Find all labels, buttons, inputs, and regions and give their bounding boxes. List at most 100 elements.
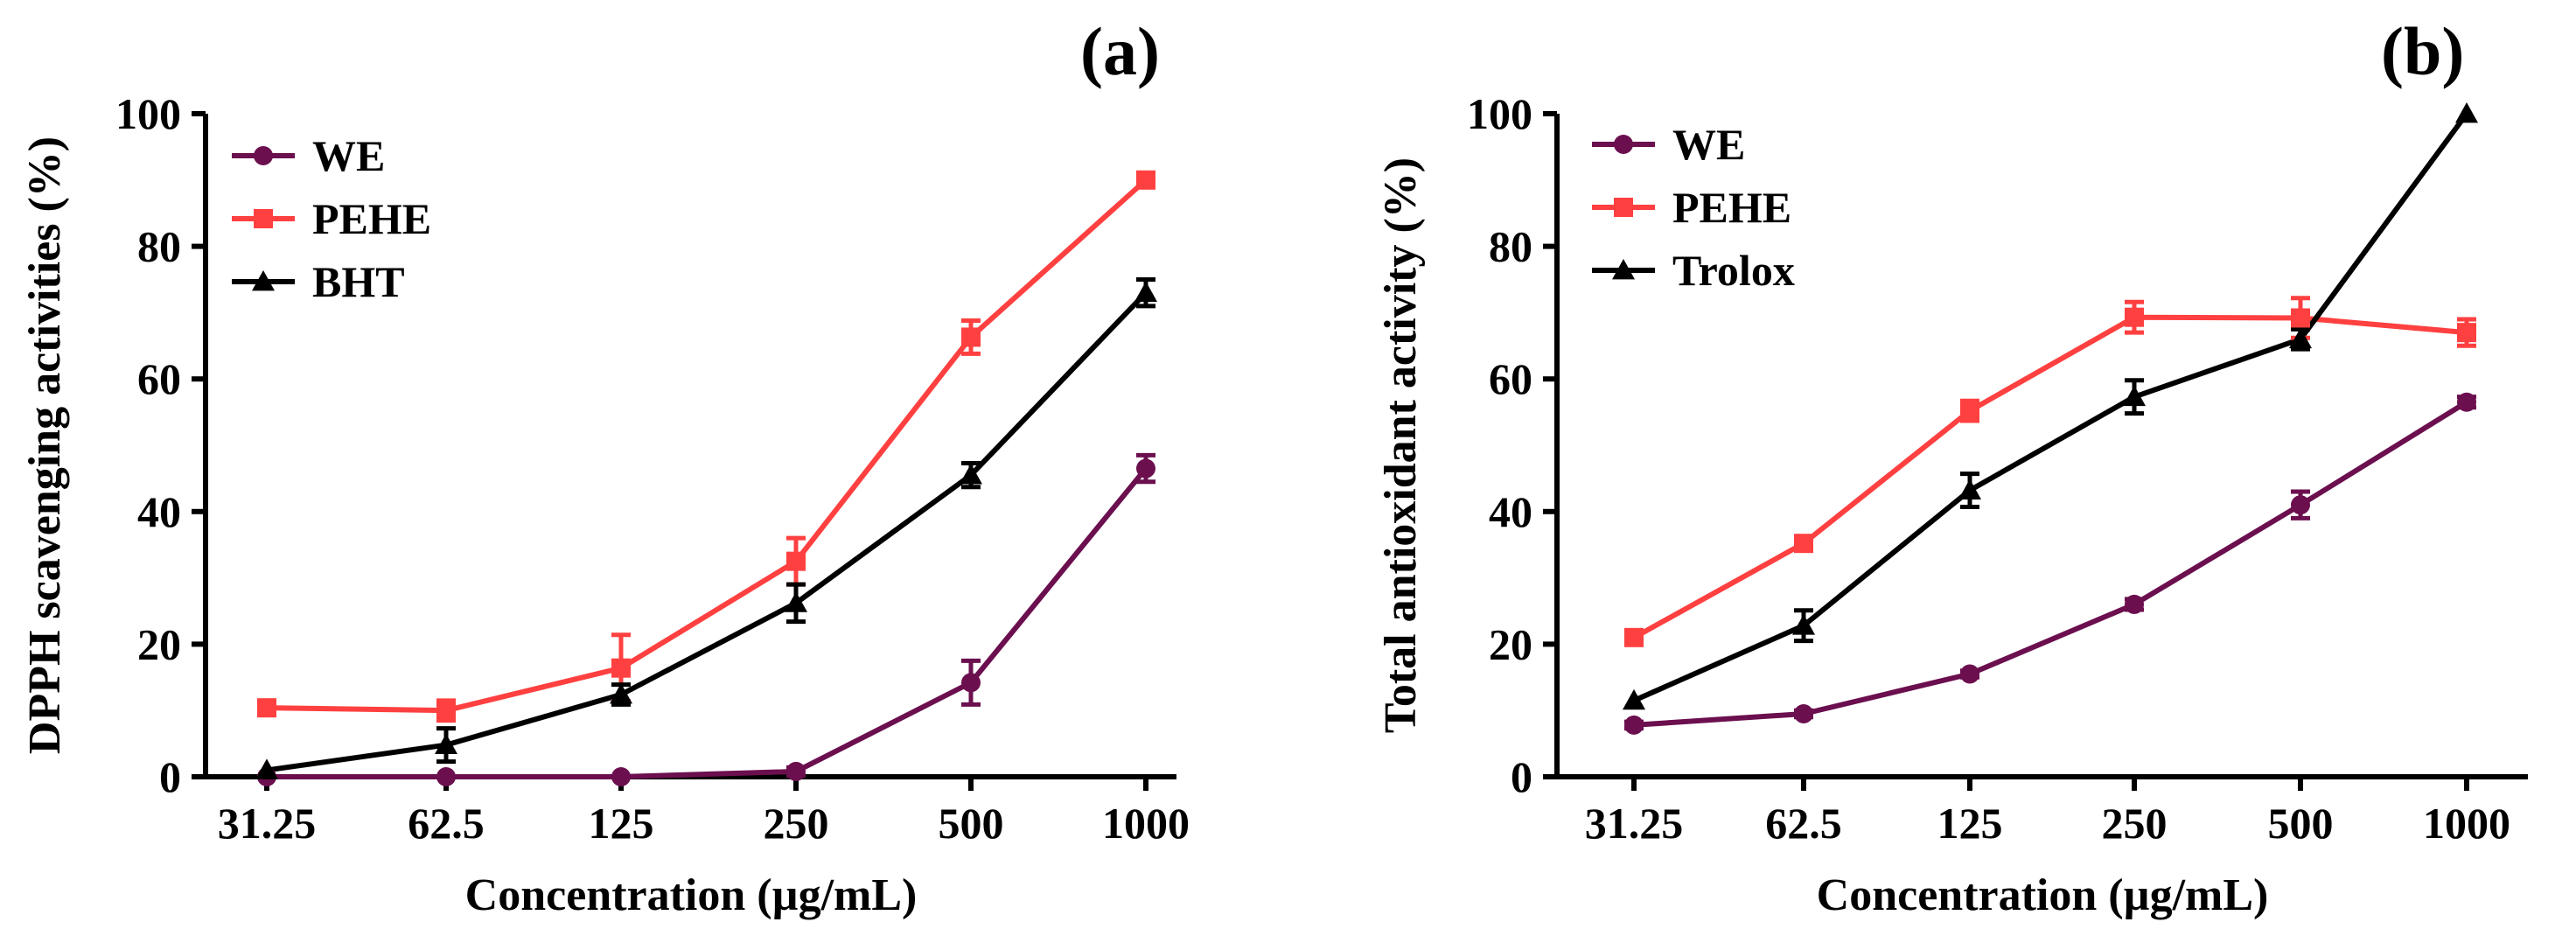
panel-b-data-point-trolox xyxy=(1623,688,1645,710)
panel-b-y-tick-label: 20 xyxy=(1489,619,1532,668)
panel-a-data-point-bht xyxy=(610,683,632,704)
panel-b-x-tick-label: 62.5 xyxy=(1765,799,1842,848)
panel-b-data-point-pehe xyxy=(2125,307,2144,327)
panel-b-legend-label: Trolox xyxy=(1672,246,1795,295)
panel-a-x-tick-label: 62.5 xyxy=(408,799,485,848)
panel-b-x-tick-label: 1000 xyxy=(2423,799,2510,848)
panel-a-data-point-bht xyxy=(255,758,278,779)
panel-a-legend-label: BHT xyxy=(312,257,405,306)
panel-a-data-point-we xyxy=(611,767,631,786)
panel-b-series-line-trolox xyxy=(1632,112,2469,703)
panel-b-legend-entry-pehe: PEHE xyxy=(1592,183,1791,232)
panel-b-legend-entry-we: WE xyxy=(1592,120,1745,169)
panel-b-data-point-we xyxy=(1960,664,1979,684)
panel-a-data-point-we xyxy=(961,673,981,693)
panel-b-legend: WE PEHE Trolox xyxy=(1592,120,1795,295)
panel-a-data-point-pehe xyxy=(257,698,276,718)
chart-panel-a: 0 20 40 60 80 100 31.25 62.5 125 250 500 1000 WE PEH… xyxy=(20,13,1190,920)
panel-a-series-line-bht xyxy=(266,290,1148,773)
panel-a-data-point-bht xyxy=(785,591,807,612)
panel-a-data-point-pehe xyxy=(786,551,806,571)
panel-a-legend-label: PEHE xyxy=(312,194,431,243)
panel-a-legend-entry-bht: BHT xyxy=(232,257,405,306)
panel-a-x-tick-label: 500 xyxy=(939,799,1004,848)
panel-a-legend: WE PEHE BHT xyxy=(232,131,431,306)
panel-b-data-point-pehe xyxy=(2457,323,2476,343)
panel-b-series-line-pehe xyxy=(1632,314,2468,640)
panel-a-series-line-we xyxy=(267,466,1148,779)
panel-b-x-axis-title: Concentration (µg/mL) xyxy=(1817,870,2269,920)
panel-a-x-tick-label: 1000 xyxy=(1102,799,1190,848)
panel-a-y-tick-label: 0 xyxy=(159,752,181,801)
panel-b-ticks xyxy=(1543,111,2469,791)
panel-a-data-point-we xyxy=(436,767,456,786)
panel-a-x-tick-label: 125 xyxy=(589,799,654,848)
panel-b-legend-marker xyxy=(1612,259,1635,280)
panel-a-y-tick-label: 60 xyxy=(137,354,181,403)
panel-a-series-line-pehe xyxy=(266,178,1148,714)
panel-b-data-point-trolox xyxy=(2123,385,2146,407)
panel-b-y-tick-label: 80 xyxy=(1489,222,1532,271)
panel-b-legend-label: WE xyxy=(1672,120,1745,169)
panel-a-legend-marker xyxy=(252,270,275,291)
panel-b-x-tick-label: 125 xyxy=(1937,799,2003,848)
panel-b-y-tick-label: 0 xyxy=(1511,752,1532,801)
panel-a-data-point-we xyxy=(1136,458,1155,478)
chart-panel-b: 0 20 40 60 80 100 31.25 62.5 125 250 500 1000 WE PEH… xyxy=(1376,13,2528,920)
panel-b-legend-marker xyxy=(1614,135,1633,154)
panel-b-data-point-pehe xyxy=(1794,534,1813,554)
panel-b-markers xyxy=(1623,102,2478,735)
panel-a-x-tick-label: 31.25 xyxy=(218,799,317,848)
panel-b-x-tick-label: 250 xyxy=(2102,799,2168,848)
panel-b-data-point-trolox xyxy=(1958,478,1981,499)
panel-a-data-point-bht xyxy=(1134,281,1157,303)
panel-b-data-point-we xyxy=(2291,495,2310,515)
panel-b-legend-entry-trolox: Trolox xyxy=(1592,246,1795,295)
panel-a-markers xyxy=(255,170,1157,786)
panel-b-y-tick-label: 40 xyxy=(1489,487,1532,536)
panel-b-y-tick-label: 100 xyxy=(1467,89,1532,138)
panel-b-data-point-we xyxy=(1794,703,1813,723)
panel-a-data-point-pehe xyxy=(436,701,456,721)
panel-a-label: (a) xyxy=(1080,13,1160,89)
panel-a-y-axis-title: DPPH scavenging activities (%) xyxy=(20,136,70,754)
panel-b-data-point-trolox xyxy=(2455,102,2478,123)
panel-a-legend-marker xyxy=(254,209,273,228)
panel-a-data-point-pehe xyxy=(1136,170,1155,190)
panel-a-y-tick-label: 20 xyxy=(137,619,181,668)
panel-b-data-point-pehe xyxy=(1624,627,1644,647)
panel-b-legend-label: PEHE xyxy=(1672,183,1791,232)
panel-b-data-point-we xyxy=(1624,715,1644,735)
panel-a-legend-entry-we: WE xyxy=(232,131,385,180)
panel-a-data-point-bht xyxy=(435,733,457,755)
panel-a-data-point-pehe xyxy=(961,327,981,347)
panel-b-x-tick-label: 31.25 xyxy=(1585,799,1684,848)
panel-b-legend-marker xyxy=(1614,198,1633,217)
panel-b-series-line-we xyxy=(1633,400,2468,728)
panel-b-series-lines xyxy=(1632,112,2469,728)
panel-b-data-point-pehe xyxy=(1960,401,1979,421)
panel-b-y-axis-title: Total antioxidant activity (%) xyxy=(1376,157,1426,733)
panel-a-legend-marker xyxy=(254,146,273,165)
panel-a-y-tick-label: 40 xyxy=(137,487,181,536)
panel-a-legend-entry-pehe: PEHE xyxy=(232,194,431,243)
panel-a-x-tick-label: 250 xyxy=(764,799,829,848)
panel-a-y-tick-label: 100 xyxy=(115,89,181,138)
panel-a-series-lines xyxy=(266,178,1148,779)
panel-a-x-axis-title: Concentration (µg/mL) xyxy=(465,870,918,920)
panel-b-data-point-pehe xyxy=(2291,308,2310,328)
panel-a-data-point-pehe xyxy=(611,658,631,678)
panel-b-data-point-we xyxy=(2457,392,2476,412)
panel-a-tick-labels: 0 20 40 60 80 100 31.25 62.5 125 250 500 1000 xyxy=(115,89,1190,848)
panel-a-y-tick-label: 80 xyxy=(137,222,181,271)
panel-a-legend-label: WE xyxy=(312,131,385,180)
panel-a-data-point-we xyxy=(786,761,806,781)
panel-b-data-point-trolox xyxy=(1792,614,1815,635)
panel-b-label: (b) xyxy=(2381,13,2464,89)
panel-a-data-point-bht xyxy=(960,464,982,485)
panel-b-y-tick-label: 60 xyxy=(1489,354,1532,403)
panel-b-x-tick-label: 500 xyxy=(2268,799,2334,848)
panel-b-tick-labels: 0 20 40 60 80 100 31.25 62.5 125 250 500 1000 xyxy=(1467,89,2510,848)
panel-b-data-point-we xyxy=(2125,594,2144,614)
